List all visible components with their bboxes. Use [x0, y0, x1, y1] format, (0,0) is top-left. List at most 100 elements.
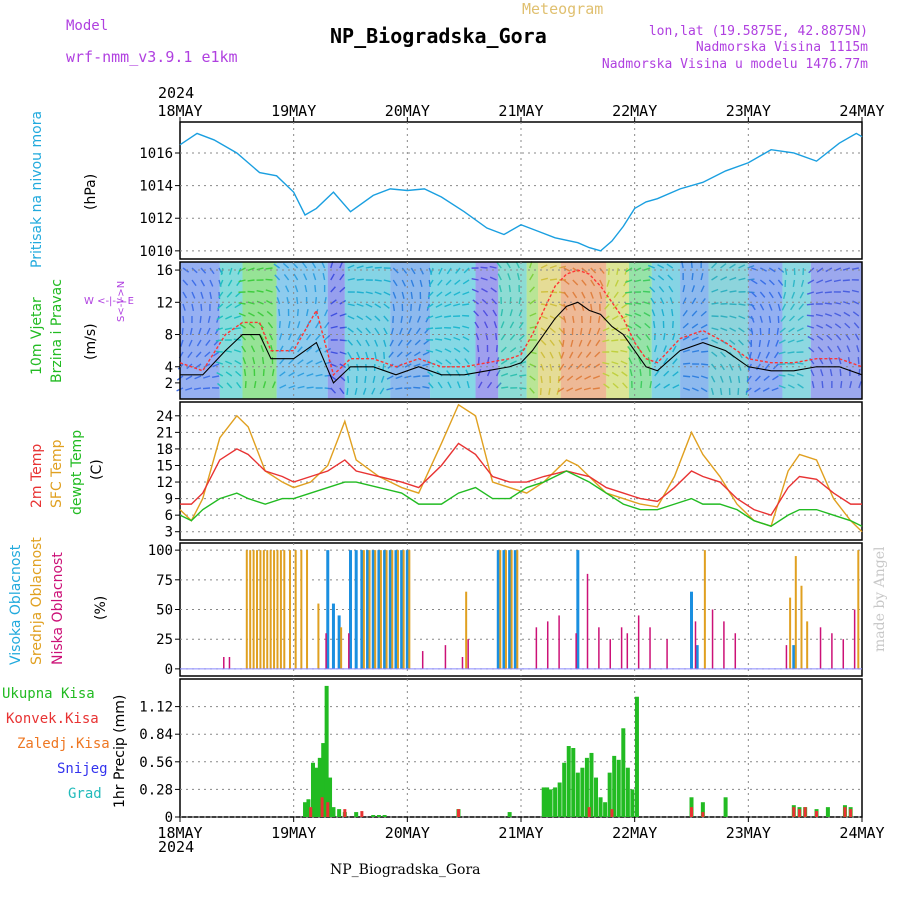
wind-arrow [672, 333, 676, 341]
wind-arrow [383, 351, 386, 360]
wind-arrow [815, 291, 823, 295]
wind-arrow [347, 327, 354, 333]
precip-total-bar [825, 807, 830, 817]
wind-arrow [540, 264, 548, 269]
precip-conv-bar [587, 807, 591, 817]
wind-arrow [754, 387, 761, 393]
wind-arrow [227, 279, 233, 287]
wind-arrow [260, 345, 265, 353]
wind-arrow [496, 262, 502, 269]
wind-arrow [611, 315, 619, 321]
wind-arrow [590, 303, 593, 312]
time-tick-label-top: 20MAY [385, 102, 430, 120]
precip-total-bar [314, 767, 319, 817]
wind-arrow [648, 275, 656, 281]
wind-arrow [549, 351, 554, 359]
wind-arrow [219, 279, 224, 287]
wind-arrow [815, 313, 823, 317]
wind-arrow [529, 387, 535, 394]
precip-total-bar [634, 696, 639, 817]
wind-arrow [293, 273, 299, 281]
cloud-mid-bar [266, 550, 269, 669]
wind-arrow [654, 357, 659, 365]
wind-arrow [191, 279, 197, 287]
wind-arrow [389, 339, 394, 347]
wind-arrow [304, 285, 308, 293]
wind-arrow [754, 375, 761, 382]
precip-legend-snow: Snijeg [57, 761, 108, 777]
wind-arrow [548, 387, 551, 396]
cloud-mid-bar [465, 591, 468, 669]
wind-arrow [700, 323, 708, 329]
wind-arrow [613, 291, 619, 299]
wind-arrow [572, 267, 580, 273]
wind-arrow [720, 327, 728, 332]
wind-arrow [575, 375, 583, 381]
wind-arrow [422, 351, 430, 356]
wind-arrow [435, 338, 443, 341]
wind-arrow [426, 327, 434, 330]
wind-arrow [239, 323, 246, 329]
wind-arrow [577, 351, 583, 359]
wind-arrow [682, 335, 690, 341]
wind-arrow [492, 309, 498, 317]
wind-arrow [507, 273, 511, 281]
wind-arrow [233, 349, 241, 353]
station-title: NP_Biogradska_Gora [330, 24, 547, 48]
wind-arrow [518, 321, 524, 329]
wind-arrow [311, 261, 317, 269]
wind-arrow [745, 387, 752, 394]
wind-arrow [834, 323, 842, 329]
cloud-mid-bar [317, 603, 320, 669]
temp-tick-label: 24 [156, 409, 173, 425]
wind-arrow [365, 351, 369, 359]
wind-arrow [233, 327, 241, 330]
wind-arrow [415, 327, 421, 335]
wind-arrow [563, 315, 567, 323]
wind-arrow [835, 334, 842, 341]
wind-arrow [372, 375, 376, 383]
wind-arrow [825, 323, 833, 329]
cloud-low-bar [325, 633, 327, 669]
wind-arrow [701, 363, 709, 366]
wind-arrow [339, 387, 345, 395]
wind-arrow [396, 351, 403, 358]
wind-arrow [200, 279, 206, 287]
wind-arrow [849, 381, 853, 389]
time-tick-label-bottom: 20MAY [385, 824, 430, 842]
wind-arrow [453, 291, 461, 296]
wind-arrow [314, 296, 318, 305]
wind-arrow [182, 267, 190, 273]
precip-tick-label: 0 [165, 810, 173, 826]
wind-field-band [651, 262, 681, 399]
wind-arrow [249, 334, 256, 341]
wind-arrow [858, 381, 862, 389]
wind-arrow [462, 279, 470, 285]
cloud-low-bar [609, 639, 611, 669]
wind-arrow [447, 381, 452, 389]
wind-arrow [224, 327, 232, 331]
cloud-low-bar [620, 627, 623, 669]
wind-arrow [279, 345, 284, 353]
wind-arrow [296, 308, 299, 317]
wind-arrow [491, 298, 498, 305]
precip-conv-bar [456, 809, 460, 817]
wind-arrow [682, 285, 686, 293]
wind-arrow [581, 291, 586, 299]
wind-arrow [476, 344, 480, 353]
cloud-low-bar [842, 639, 845, 669]
wind-arrow [719, 363, 725, 371]
wind-arrow [466, 381, 470, 389]
wind-arrow [777, 291, 783, 299]
precip-total-bar [571, 748, 576, 817]
wind-arrow [643, 267, 651, 271]
wind-arrow [426, 315, 434, 320]
wind-arrow [510, 373, 518, 377]
wind-arrow [500, 308, 504, 317]
time-tick-label-top: 21MAY [498, 102, 543, 120]
wind-arrow [435, 315, 443, 319]
wind-arrow [204, 351, 211, 358]
precip-unit: 1hr Precip (mm) [112, 694, 128, 808]
wind-arrow [462, 303, 470, 306]
wind-arrow [645, 333, 651, 341]
